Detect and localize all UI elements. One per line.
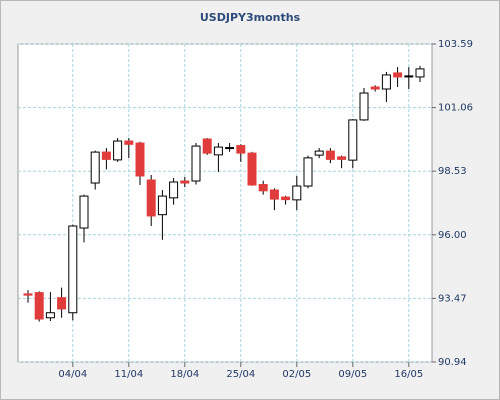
candle-body — [135, 142, 145, 177]
x-tick-label: 09/05 — [338, 369, 367, 380]
x-tick-label: 02/05 — [282, 369, 311, 380]
candle-body — [359, 92, 369, 121]
chart-title: USDJPY3months — [200, 11, 301, 24]
candle-body — [57, 297, 67, 310]
candle-body — [281, 196, 291, 201]
candle-body — [213, 146, 223, 156]
candle-body — [101, 151, 111, 160]
candle-body — [269, 189, 279, 200]
x-tick-label: 04/04 — [58, 369, 87, 380]
x-tick-label: 11/04 — [114, 369, 143, 380]
candle-body — [90, 151, 100, 184]
candle-body — [258, 184, 268, 192]
candle-body — [124, 140, 134, 145]
candle-body — [314, 150, 324, 156]
candle-body — [337, 156, 347, 160]
candle-body — [247, 152, 257, 186]
candle-body — [202, 138, 212, 154]
candle-body — [23, 293, 33, 296]
y-tick-label: 90.94 — [438, 357, 467, 368]
candle-body — [225, 147, 235, 150]
x-tick-label: 18/04 — [170, 369, 199, 380]
y-tick-label: 98.53 — [438, 166, 467, 177]
y-tick-label: 103.59 — [438, 39, 473, 50]
candle-body — [292, 185, 302, 201]
candle-body — [325, 150, 335, 160]
candle-body — [191, 145, 201, 182]
candle-body — [34, 292, 44, 320]
candle-body — [113, 140, 123, 161]
y-tick-label: 101.06 — [438, 103, 473, 114]
candle-body — [415, 68, 425, 78]
candle-body — [404, 75, 414, 78]
y-tick-label: 96.00 — [438, 230, 467, 241]
x-tick-label: 25/04 — [226, 369, 255, 380]
candle-body — [381, 74, 391, 90]
candle-body — [68, 225, 78, 314]
candle-body — [393, 72, 403, 78]
candle-body — [157, 195, 167, 216]
candle-body — [180, 180, 190, 184]
candle-body — [146, 179, 156, 217]
y-tick-label: 93.47 — [438, 293, 467, 304]
candle-body — [236, 145, 246, 154]
candle-body — [79, 195, 89, 229]
candle-body — [169, 181, 179, 199]
candle-body — [303, 157, 313, 187]
candle-body — [45, 312, 55, 319]
candle-body — [348, 119, 358, 161]
x-tick-label: 16/05 — [394, 369, 423, 380]
candle-body — [370, 86, 380, 90]
